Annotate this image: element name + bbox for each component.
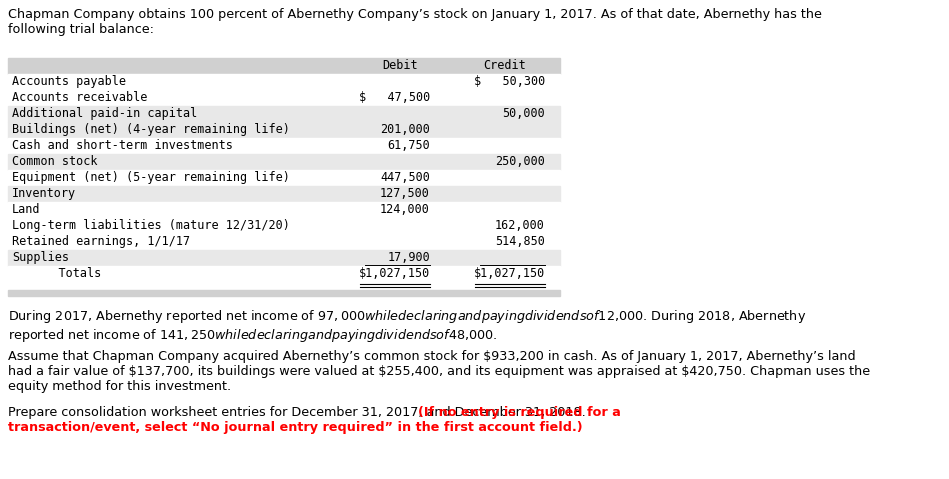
- Text: 201,000: 201,000: [381, 123, 430, 136]
- Bar: [8, 202, 560, 218]
- Bar: [8, 154, 560, 170]
- Bar: [8, 218, 560, 234]
- Text: (If no entry is required for a: (If no entry is required for a: [418, 406, 621, 419]
- Text: Totals: Totals: [30, 267, 102, 280]
- Bar: [8, 138, 560, 154]
- Bar: [8, 234, 560, 250]
- Text: Accounts receivable: Accounts receivable: [12, 91, 147, 104]
- Text: Assume that Chapman Company acquired Abernethy’s common stock for $933,200 in ca: Assume that Chapman Company acquired Abe…: [8, 350, 870, 393]
- Bar: [8, 290, 560, 296]
- Text: Buildings (net) (4-year remaining life): Buildings (net) (4-year remaining life): [12, 123, 289, 136]
- Text: Land: Land: [12, 203, 41, 216]
- Text: Cash and short-term investments: Cash and short-term investments: [12, 139, 233, 152]
- Text: $1,027,150: $1,027,150: [359, 267, 430, 280]
- Text: 50,000: 50,000: [502, 107, 545, 120]
- Bar: [8, 106, 560, 122]
- Text: 447,500: 447,500: [381, 171, 430, 184]
- Text: Prepare consolidation worksheet entries for December 31, 2017, and December 31, : Prepare consolidation worksheet entries …: [8, 406, 589, 419]
- Text: Supplies: Supplies: [12, 251, 69, 264]
- Text: 514,850: 514,850: [495, 235, 545, 248]
- Text: 162,000: 162,000: [495, 219, 545, 232]
- Bar: [8, 90, 560, 106]
- Text: $   50,300: $ 50,300: [474, 75, 545, 88]
- Text: Equipment (net) (5-year remaining life): Equipment (net) (5-year remaining life): [12, 171, 289, 184]
- Text: 61,750: 61,750: [387, 139, 430, 152]
- Text: Retained earnings, 1/1/17: Retained earnings, 1/1/17: [12, 235, 190, 248]
- Bar: [8, 186, 560, 202]
- Text: Credit: Credit: [484, 59, 527, 72]
- Text: $   47,500: $ 47,500: [359, 91, 430, 104]
- Text: 127,500: 127,500: [381, 187, 430, 200]
- Text: Chapman Company obtains 100 percent of Abernethy Company’s stock on January 1, 2: Chapman Company obtains 100 percent of A…: [8, 8, 822, 36]
- Text: Additional paid-in capital: Additional paid-in capital: [12, 107, 197, 120]
- Bar: [8, 74, 560, 90]
- Text: Long-term liabilities (mature 12/31/20): Long-term liabilities (mature 12/31/20): [12, 219, 289, 232]
- Bar: [8, 170, 560, 186]
- Bar: [8, 58, 560, 74]
- Text: transaction/event, select “No journal entry required” in the first account field: transaction/event, select “No journal en…: [8, 421, 583, 434]
- Bar: [8, 250, 560, 266]
- Text: 124,000: 124,000: [381, 203, 430, 216]
- Text: Common stock: Common stock: [12, 155, 98, 168]
- Text: During 2017, Abernethy reported net income of $97,000 while declaring and paying: During 2017, Abernethy reported net inco…: [8, 308, 807, 344]
- Text: 250,000: 250,000: [495, 155, 545, 168]
- Text: Inventory: Inventory: [12, 187, 76, 200]
- Text: Debit: Debit: [382, 59, 418, 72]
- Text: Accounts payable: Accounts payable: [12, 75, 126, 88]
- Bar: [8, 266, 560, 282]
- Bar: [8, 122, 560, 138]
- Text: $1,027,150: $1,027,150: [474, 267, 545, 280]
- Text: 17,900: 17,900: [387, 251, 430, 264]
